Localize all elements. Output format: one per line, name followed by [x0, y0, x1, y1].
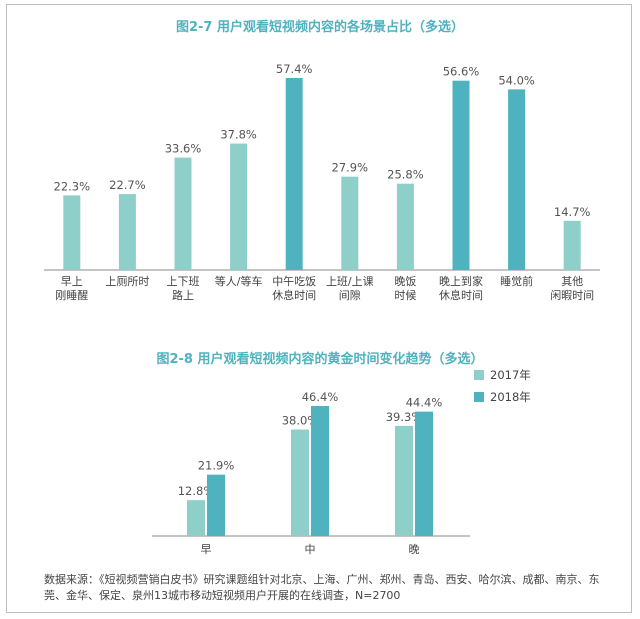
- bar-0-2: [395, 425, 413, 536]
- bar-value-label-7: 56.6%: [443, 65, 480, 79]
- legend-label-0: 2017年: [490, 368, 531, 382]
- bar-value-label-0-2: 39.3%: [386, 410, 423, 424]
- bar-value-label-6: 25.8%: [387, 168, 424, 182]
- bar-2: [174, 157, 192, 270]
- category-label-1-0: 上厕所时: [105, 275, 149, 288]
- bar-1-2: [415, 411, 433, 536]
- category-label-6-1: 时候: [394, 288, 416, 302]
- bar-value-label-0-1: 38.0%: [282, 414, 319, 428]
- category-label-2-1: 路上: [172, 289, 194, 302]
- category-label-4-1: 休息时间: [272, 288, 316, 302]
- bar-value-label-5: 27.9%: [332, 161, 369, 175]
- bar-value-label-1-0: 21.9%: [198, 459, 235, 473]
- category-label-8-0: 睡觉前: [500, 274, 533, 288]
- bar-1-0: [207, 474, 225, 536]
- bar-8: [508, 89, 526, 270]
- category-label-0-1: 刚睡醒: [55, 289, 88, 302]
- bar-value-label-1-2: 44.4%: [406, 396, 443, 410]
- chart-1-title: 图2-7 用户观看短视频内容的各场景占比（多选）: [175, 20, 464, 35]
- category-label-4-0: 中午吃饭: [272, 275, 316, 288]
- category-label-5-0: 上班/上课: [326, 275, 374, 288]
- bar-value-label-4: 57.4%: [276, 62, 313, 76]
- bar-value-label-8: 54.0%: [498, 73, 535, 87]
- figure-frame: [6, 4, 632, 613]
- bar-3: [230, 143, 248, 270]
- bar-0-0: [187, 500, 205, 536]
- bar-value-label-1-1: 46.4%: [302, 390, 339, 404]
- bar-1-1: [311, 406, 329, 536]
- category-label-2: 晚: [409, 543, 420, 556]
- bar-1: [118, 194, 136, 270]
- bar-4: [285, 78, 303, 270]
- bar-0: [63, 195, 81, 270]
- category-label-1: 中: [305, 543, 316, 556]
- bar-7: [452, 80, 470, 270]
- bar-value-label-9: 14.7%: [554, 205, 591, 219]
- bar-value-label-2: 33.6%: [165, 142, 202, 156]
- bar-5: [341, 176, 359, 270]
- category-label-6-0: 晚饭: [394, 275, 416, 288]
- bar-value-label-1: 22.7%: [109, 178, 146, 192]
- legend-swatch-0: [474, 370, 484, 380]
- bar-value-label-0: 22.3%: [54, 179, 91, 193]
- category-label-9-0: 其他: [561, 275, 583, 288]
- category-label-5-1: 间隙: [339, 288, 361, 302]
- chart-2-title: 图2-8 用户观看短视频内容的黄金时间变化趋势（多选）: [156, 352, 484, 367]
- bar-value-label-0-0: 12.8%: [178, 484, 215, 498]
- category-label-9-1: 闲暇时间: [550, 288, 594, 302]
- category-label-7-0: 晚上到家: [439, 274, 483, 288]
- category-label-2-0: 上下班: [167, 275, 200, 288]
- bar-value-label-3: 37.8%: [220, 128, 257, 142]
- data-source-note: 数据来源：《短视频营销白皮书》研究课题组针对北京、上海、广州、郑州、青岛、西安、…: [44, 573, 600, 602]
- legend-swatch-1: [474, 392, 484, 402]
- category-label-0: 早: [201, 543, 212, 556]
- bar-6: [396, 183, 414, 270]
- category-label-0-0: 早上: [61, 275, 83, 288]
- legend-label-1: 2018年: [490, 390, 531, 404]
- bar-0-1: [291, 429, 309, 536]
- category-label-7-1: 休息时间: [439, 288, 483, 302]
- bar-9: [563, 220, 581, 270]
- category-label-3-0: 等人/等车: [215, 274, 263, 288]
